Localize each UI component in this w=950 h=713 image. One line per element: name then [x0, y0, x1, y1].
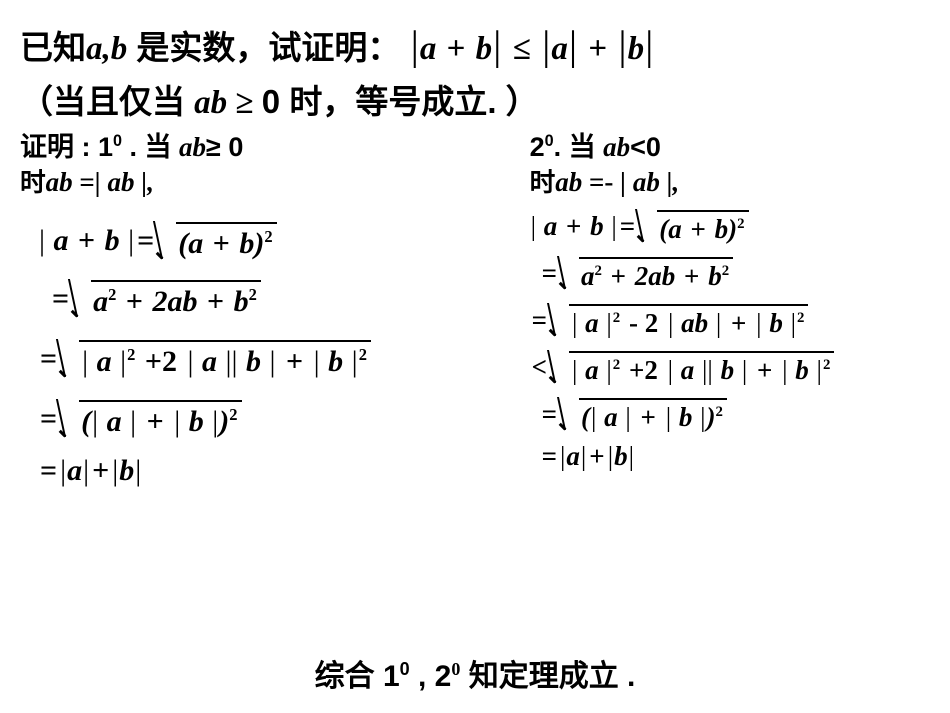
- case2-sub: 时ab =- | ab |,: [530, 166, 930, 199]
- line2-mid: 时，等号成立. ）: [280, 83, 539, 120]
- case1-subab: ab: [46, 167, 73, 197]
- title-ab: a,b: [86, 31, 127, 67]
- rhs-a-open: |: [541, 22, 551, 68]
- case1-subeq: =: [73, 167, 95, 197]
- case2-post: . 当: [554, 132, 604, 162]
- math-proof-slide: 已知a,b 是实数，试证明： |a + b| ≤ |a| + |b| （当且仅当…: [0, 0, 950, 713]
- proof-columns: 证明 : 10 . 当 ab≥ 0 时ab =| ab |, | a + b |…: [20, 131, 930, 486]
- case1-heading: 证明 : 10 . 当 ab≥ 0: [20, 131, 524, 163]
- concl-sup2: 0: [451, 659, 460, 679]
- title-mid: 是实数，试证明：: [127, 29, 400, 66]
- case1-post: . 当: [122, 132, 179, 162]
- geq: ≥: [227, 85, 262, 121]
- left-eq3: = | a |2 +2 | a || b | + | b |2: [38, 340, 524, 378]
- case2-heading: 20. 当 ab<0: [530, 131, 930, 163]
- concl-mid: , 2: [410, 660, 452, 693]
- concl-post: 知定理成立 .: [460, 660, 635, 693]
- left-eq4: = (| a | + | b |)2: [38, 400, 524, 438]
- rhs-b-close: |: [644, 22, 654, 68]
- rhs-b-open: |: [617, 22, 627, 68]
- case2-subrhs: | ab |,: [620, 167, 679, 197]
- case2-subpre: 时: [530, 169, 556, 197]
- title-pre: 已知: [20, 29, 86, 66]
- line2-ab: ab: [194, 85, 227, 121]
- case1-ab: ab: [179, 132, 206, 162]
- ineq-plus: +: [436, 31, 475, 67]
- title-line-2: （当且仅当 ab ≥ 0 时，等号成立. ）: [20, 80, 930, 126]
- case2-pre: 2: [530, 132, 545, 162]
- case1-subrhs: | ab |,: [95, 167, 154, 197]
- rhs-a-close: |: [568, 22, 578, 68]
- line2-open: （当且仅当: [20, 83, 194, 120]
- case2-sup: 0: [545, 132, 554, 150]
- case2-subab: ab: [555, 167, 582, 197]
- case1-pre: 证明 : 1: [20, 132, 113, 162]
- left-eq2: = a2 + 2ab + b2: [50, 280, 524, 318]
- right-eq1: | a + b |= (a + b)2: [530, 210, 930, 243]
- title-line-1: 已知a,b 是实数，试证明： |a + b| ≤ |a| + |b|: [20, 18, 930, 74]
- rhs-a: a: [551, 31, 568, 67]
- case1-sup: 0: [113, 132, 122, 150]
- right-eq3: = | a |2 - 2 | ab | + | b |2: [530, 304, 930, 337]
- case1-subpre: 时: [20, 169, 46, 197]
- right-eq5: = (| a | + | b |)2: [540, 398, 930, 431]
- case1-sub: 时ab =| ab |,: [20, 166, 524, 199]
- rhs-plus: +: [578, 31, 617, 67]
- leq: ≤: [511, 31, 533, 67]
- case2-cond: <0: [630, 132, 661, 162]
- ineq-a: a: [420, 31, 437, 67]
- proof-case-2: 20. 当 ab<0 时ab =- | ab |, | a + b |= (a …: [530, 131, 930, 486]
- concl-sup1: 0: [400, 659, 410, 679]
- rhs-b: b: [628, 31, 645, 67]
- case2-ab: ab: [603, 132, 630, 162]
- conclusion-line: 综合 10 , 20 知定理成立 .: [0, 651, 950, 695]
- abs-close: |: [492, 22, 502, 68]
- right-eq4: < | a |2 +2 | a || b | + | b |2: [530, 351, 930, 384]
- case2-subeq: =-: [582, 167, 620, 197]
- zero: 0: [262, 83, 280, 120]
- ineq-b: b: [476, 31, 493, 67]
- case1-cond: ≥ 0: [206, 132, 243, 162]
- abs-open: |: [410, 22, 420, 68]
- right-eq2: = a2 + 2ab + b2: [540, 257, 930, 290]
- concl-pre: 综合 1: [315, 660, 400, 693]
- right-eq6: =| a | + | b |: [540, 443, 930, 470]
- proof-case-1: 证明 : 10 . 当 ab≥ 0 时ab =| ab |, | a + b |…: [20, 131, 530, 486]
- left-eq1: | a + b |= (a + b)2: [38, 222, 524, 260]
- left-eq5: =| a | + | b |: [38, 456, 524, 486]
